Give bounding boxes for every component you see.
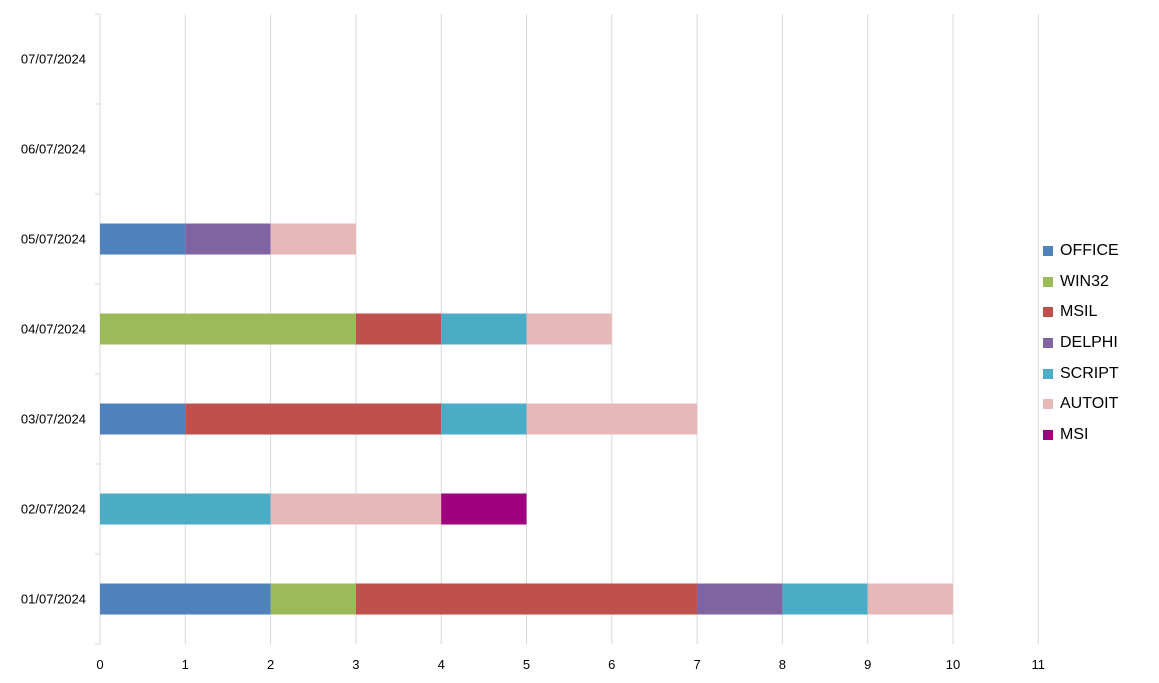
x-tick-label: 8 (779, 657, 786, 672)
x-axis-ticks: 0 1 2 3 4 5 6 7 8 9 10 11 (96, 657, 1045, 672)
x-tick-label: 1 (182, 657, 189, 672)
bar-win32-04/07/2024 (100, 313, 356, 345)
legend-item-autoit: AUTOIT (1043, 389, 1119, 420)
bar-msil-01/07/2024 (355, 583, 698, 615)
bar-autoit-01/07/2024 (867, 583, 953, 615)
y-axis-ticks: 01/07/2024 02/07/2024 03/07/2024 04/07/2024… (21, 52, 86, 607)
x-tick-label: 3 (352, 657, 359, 672)
bar-delphi-05/07/2024 (185, 223, 271, 255)
y-tick-label: 03/07/2024 (21, 412, 86, 427)
legend-label: MSIL (1060, 303, 1098, 321)
x-tick-label: 2 (267, 657, 274, 672)
x-tick-label: 0 (96, 657, 103, 672)
y-axis (95, 13, 101, 645)
legend-item-office: OFFICE (1043, 236, 1119, 267)
bar-win32-01/07/2024 (270, 583, 356, 615)
legend-label: OFFICE (1060, 242, 1119, 260)
bar-script-01/07/2024 (782, 583, 868, 615)
legend-label: WIN32 (1060, 272, 1109, 290)
bar-delphi-01/07/2024 (697, 583, 783, 615)
legend-item-delphi: DELPHI (1043, 328, 1119, 359)
legend-label: DELPHI (1060, 334, 1118, 352)
x-tick-label: 11 (1032, 657, 1046, 672)
x-tick-label: 10 (946, 657, 960, 672)
bar-office-05/07/2024 (100, 223, 186, 255)
bar-script-02/07/2024 (100, 493, 271, 525)
x-tick-label: 6 (608, 657, 615, 672)
legend-swatch (1043, 276, 1053, 287)
x-tick-label: 7 (693, 657, 700, 672)
bar-msil-04/07/2024 (355, 313, 442, 345)
bars (100, 223, 953, 615)
legend-swatch (1043, 368, 1053, 379)
x-tick-label: 5 (523, 657, 530, 672)
x-tick-label: 9 (864, 657, 871, 672)
legend: OFFICE WIN32 MSIL DELPHI SCRIPT AUTOIT MSI (1043, 236, 1119, 450)
legend-swatch (1043, 399, 1053, 410)
bar-autoit-02/07/2024 (270, 493, 442, 525)
bar-msi-02/07/2024 (441, 493, 527, 525)
legend-swatch (1043, 307, 1053, 318)
bar-autoit-05/07/2024 (270, 223, 356, 255)
legend-item-msi: MSI (1043, 420, 1119, 451)
bar-autoit-03/07/2024 (526, 403, 698, 435)
legend-label: AUTOIT (1060, 395, 1119, 413)
y-tick-label: 05/07/2024 (21, 232, 86, 247)
x-tick-label: 4 (438, 657, 445, 672)
y-tick-label: 07/07/2024 (21, 52, 86, 67)
bar-script-03/07/2024 (441, 403, 527, 435)
legend-swatch (1043, 429, 1053, 440)
legend-item-script: SCRIPT (1043, 358, 1119, 389)
bar-autoit-04/07/2024 (526, 313, 612, 345)
legend-item-win32: WIN32 (1043, 267, 1119, 298)
y-tick-label: 02/07/2024 (21, 502, 86, 517)
bar-script-04/07/2024 (441, 313, 527, 345)
legend-label: MSI (1060, 425, 1089, 443)
y-tick-label: 01/07/2024 (21, 592, 86, 607)
legend-label: SCRIPT (1060, 364, 1119, 382)
bar-msil-03/07/2024 (185, 403, 442, 435)
y-tick-label: 04/07/2024 (21, 322, 86, 337)
bar-office-03/07/2024 (100, 403, 186, 435)
y-tick-label: 06/07/2024 (21, 142, 86, 157)
legend-swatch (1043, 246, 1053, 257)
legend-item-msil: MSIL (1043, 297, 1119, 328)
legend-swatch (1043, 338, 1053, 349)
bar-office-01/07/2024 (100, 583, 271, 615)
